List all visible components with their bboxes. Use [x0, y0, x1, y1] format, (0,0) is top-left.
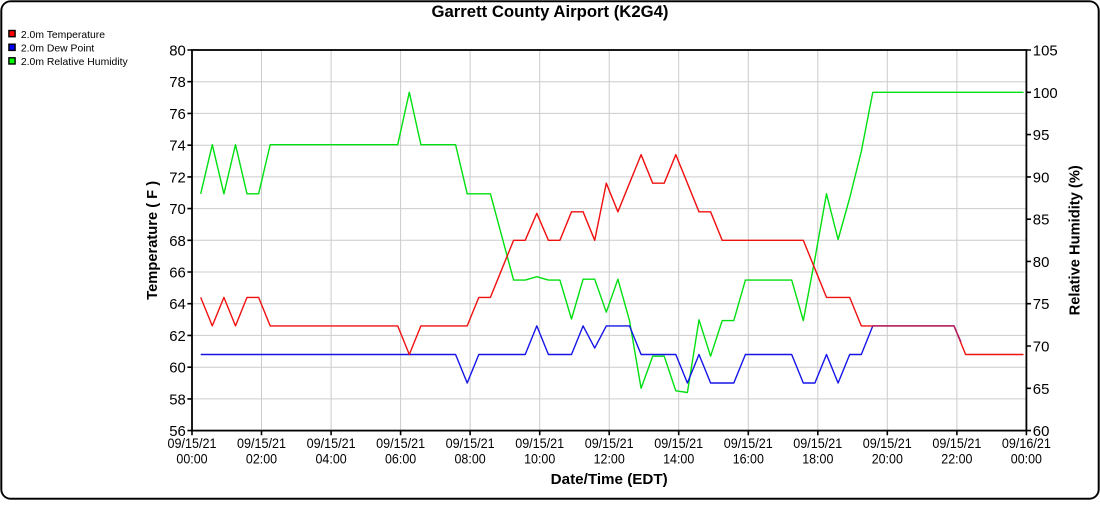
svg-text:12:00: 12:00 — [594, 451, 625, 466]
svg-text:80: 80 — [1033, 255, 1050, 271]
svg-text:18:00: 18:00 — [802, 451, 833, 466]
svg-text:06:00: 06:00 — [385, 451, 416, 466]
svg-text:68: 68 — [169, 234, 186, 250]
svg-text:22:00: 22:00 — [941, 451, 972, 466]
svg-text:04:00: 04:00 — [316, 451, 347, 466]
svg-text:105: 105 — [1033, 44, 1058, 60]
svg-text:60: 60 — [169, 361, 186, 377]
svg-text:58: 58 — [169, 392, 186, 408]
svg-text:90: 90 — [1033, 170, 1050, 186]
svg-text:09/15/21: 09/15/21 — [724, 436, 773, 451]
svg-text:80: 80 — [169, 44, 186, 60]
svg-text:00:00: 00:00 — [176, 451, 207, 466]
svg-text:09/15/21: 09/15/21 — [376, 436, 425, 451]
svg-text:Temperature ( F ): Temperature ( F ) — [145, 181, 161, 300]
svg-text:76: 76 — [169, 107, 186, 123]
svg-text:72: 72 — [169, 170, 186, 186]
svg-text:64: 64 — [169, 297, 186, 313]
svg-text:78: 78 — [169, 75, 186, 91]
svg-text:74: 74 — [169, 139, 186, 155]
svg-text:70: 70 — [169, 202, 186, 218]
svg-text:85: 85 — [1033, 213, 1050, 229]
svg-text:09/15/21: 09/15/21 — [654, 436, 703, 451]
svg-text:09/15/21: 09/15/21 — [863, 436, 912, 451]
svg-text:09/15/21: 09/15/21 — [307, 436, 356, 451]
svg-text:02:00: 02:00 — [246, 451, 277, 466]
svg-text:09/15/21: 09/15/21 — [585, 436, 634, 451]
svg-text:2.0m Relative Humidity: 2.0m Relative Humidity — [21, 57, 129, 68]
svg-text:Garrett County Airport (K2G4): Garrett County Airport (K2G4) — [432, 3, 669, 21]
svg-text:70: 70 — [1033, 340, 1050, 356]
svg-text:09/15/21: 09/15/21 — [168, 436, 217, 451]
svg-text:60: 60 — [1033, 424, 1050, 440]
svg-text:09/15/21: 09/15/21 — [446, 436, 495, 451]
svg-text:56: 56 — [169, 424, 186, 440]
svg-text:2.0m Temperature: 2.0m Temperature — [21, 30, 105, 41]
svg-text:75: 75 — [1033, 297, 1050, 313]
svg-text:00:00: 00:00 — [1011, 451, 1042, 466]
svg-text:09/16/21: 09/16/21 — [1002, 436, 1051, 451]
svg-text:09/15/21: 09/15/21 — [237, 436, 286, 451]
svg-text:20:00: 20:00 — [872, 451, 903, 466]
svg-text:10:00: 10:00 — [524, 451, 555, 466]
svg-text:100: 100 — [1033, 86, 1058, 102]
svg-text:14:00: 14:00 — [663, 451, 694, 466]
svg-text:09/15/21: 09/15/21 — [515, 436, 564, 451]
svg-text:66: 66 — [169, 266, 186, 282]
svg-text:2.0m Dew Point: 2.0m Dew Point — [21, 44, 94, 55]
svg-text:09/15/21: 09/15/21 — [932, 436, 981, 451]
svg-text:65: 65 — [1033, 382, 1050, 398]
svg-text:Relative Humidity (%): Relative Humidity (%) — [1068, 165, 1084, 315]
svg-text:Date/Time (EDT): Date/Time (EDT) — [551, 472, 668, 488]
svg-text:09/15/21: 09/15/21 — [793, 436, 842, 451]
svg-text:95: 95 — [1033, 128, 1050, 144]
svg-text:16:00: 16:00 — [733, 451, 764, 466]
svg-text:08:00: 08:00 — [455, 451, 486, 466]
svg-text:62: 62 — [169, 329, 186, 345]
